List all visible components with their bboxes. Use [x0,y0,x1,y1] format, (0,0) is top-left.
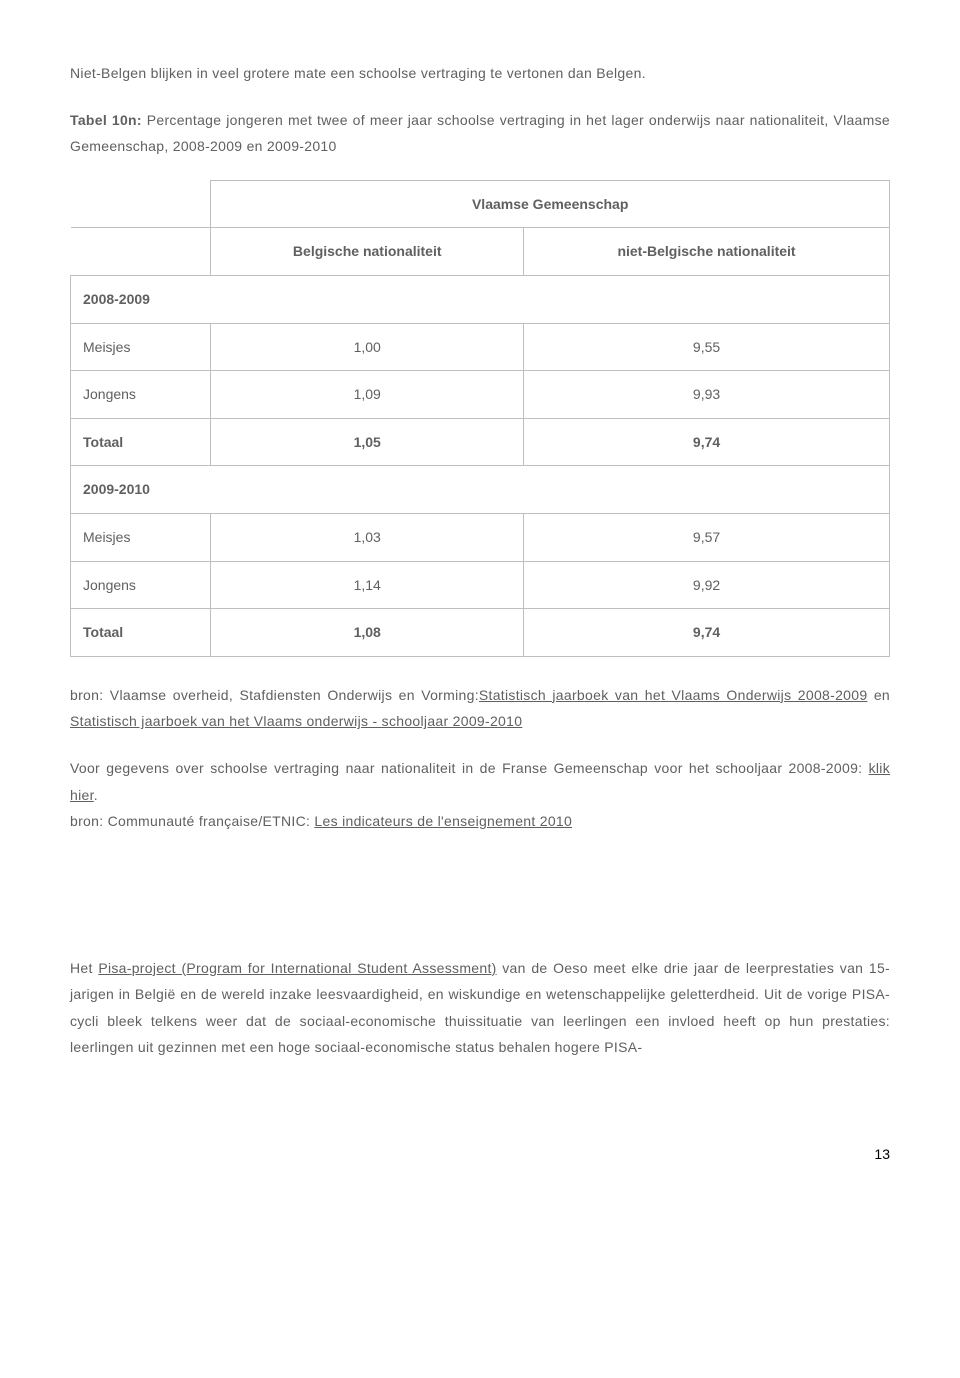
row-val1: 1,09 [211,371,524,419]
para2-post: . [94,787,98,803]
source1-link2[interactable]: Statistisch jaarboek van het Vlaams onde… [70,713,522,729]
table-row: Jongens 1,09 9,93 [71,371,890,419]
row-val2: 9,74 [524,609,890,657]
row-val2: 9,92 [524,561,890,609]
row-label: Jongens [71,561,211,609]
row-val1: 1,00 [211,323,524,371]
table-row: 2009-2010 [71,466,890,514]
source-paragraph-2: Voor gegevens over schoolse vertraging n… [70,755,890,835]
table-section-label: 2009-2010 [71,466,890,514]
table-header-top: Vlaamse Gemeenschap [211,180,890,228]
row-val2: 9,74 [524,418,890,466]
table-header-empty [71,180,211,228]
table-col1-header: Belgische nationaliteit [211,228,524,276]
para3-link[interactable]: Les indicateurs de l'enseignement 2010 [314,813,572,829]
table-row: Meisjes 1,00 9,55 [71,323,890,371]
para3-pre: bron: Communauté française/ETNIC: [70,813,314,829]
row-val2: 9,57 [524,513,890,561]
intro-paragraph: Niet-Belgen blijken in veel grotere mate… [70,60,890,87]
table-col2-header: niet-Belgische nationaliteit [524,228,890,276]
pisa-link[interactable]: Pisa-project (Program for International … [98,960,496,976]
row-label: Totaal [71,609,211,657]
table-caption-rest: Percentage jongeren met twee of meer jaa… [70,112,890,155]
table-section-label: 2008-2009 [71,275,890,323]
table-row: Totaal 1,05 9,74 [71,418,890,466]
table-caption: Tabel 10n: Percentage jongeren met twee … [70,107,890,160]
row-val2: 9,93 [524,371,890,419]
row-val1: 1,05 [211,418,524,466]
data-table: Vlaamse Gemeenschap Belgische nationalit… [70,180,890,657]
row-label: Totaal [71,418,211,466]
table-row: Meisjes 1,03 9,57 [71,513,890,561]
row-val1: 1,14 [211,561,524,609]
source1-pre: bron: Vlaamse overheid, Stafdiensten Ond… [70,687,479,703]
table-caption-lead: Tabel 10n: [70,112,142,128]
row-val2: 9,55 [524,323,890,371]
row-label: Jongens [71,371,211,419]
source-paragraph-1: bron: Vlaamse overheid, Stafdiensten Ond… [70,682,890,735]
pisa-pre: Het [70,960,98,976]
row-label: Meisjes [71,513,211,561]
row-val1: 1,08 [211,609,524,657]
page-number: 13 [70,1141,890,1168]
table-header-empty2 [71,228,211,276]
row-val1: 1,03 [211,513,524,561]
table-row: Totaal 1,08 9,74 [71,609,890,657]
table-row: Jongens 1,14 9,92 [71,561,890,609]
pisa-paragraph: Het Pisa-project (Program for Internatio… [70,955,890,1061]
row-label: Meisjes [71,323,211,371]
table-row: Belgische nationaliteit niet-Belgische n… [71,228,890,276]
table-row: 2008-2009 [71,275,890,323]
table-row: Vlaamse Gemeenschap [71,180,890,228]
para2-pre: Voor gegevens over schoolse vertraging n… [70,760,869,776]
source1-mid: en [867,687,890,703]
source1-link1[interactable]: Statistisch jaarboek van het Vlaams Onde… [479,687,868,703]
